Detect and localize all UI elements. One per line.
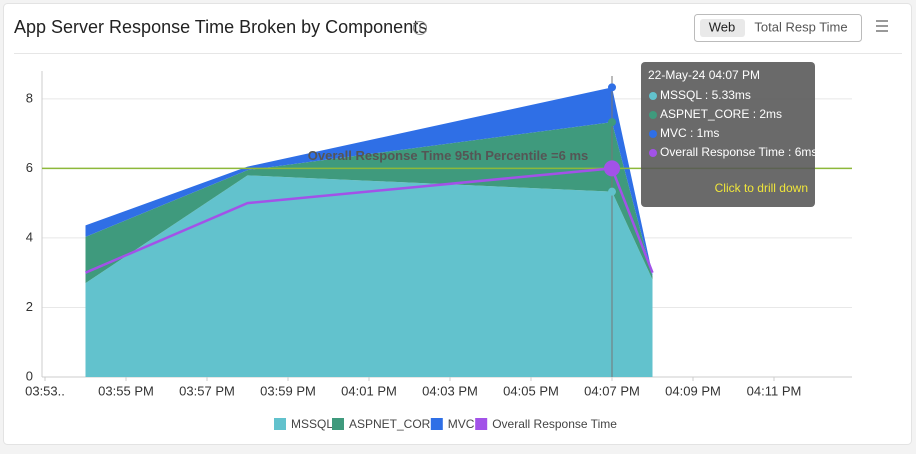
legend-swatch (475, 418, 488, 430)
hover-marker (608, 118, 616, 127)
tooltip-action: Click to drill down (715, 181, 808, 195)
y-tick-label: 8 (26, 90, 33, 105)
tooltip-dot (649, 149, 657, 157)
y-tick-label: 6 (26, 160, 33, 175)
y-tick-label: 2 (26, 299, 33, 314)
tooltip-line: MVC : 1ms (660, 126, 719, 140)
x-tick-label: 04:05 PM (503, 383, 559, 398)
legend-swatch (430, 418, 443, 430)
tooltip-dot (649, 92, 657, 100)
tooltip: 22-May-24 04:07 PM MSSQL : 5.33ms ASPNET_C… (641, 62, 817, 207)
x-tick-label: 04:03 PM (422, 383, 478, 398)
info-icon-i: i (419, 24, 421, 35)
area (85, 87, 653, 277)
hover-marker (608, 83, 616, 92)
y-tick-label: 0 (26, 368, 33, 383)
hover-marker (604, 160, 620, 177)
legend-swatch (274, 418, 286, 430)
tooltip-dot (649, 111, 657, 119)
x-tick-label: 03:55 PM (98, 383, 154, 398)
x-tick-label: 03:53.. (25, 383, 65, 398)
info-icon[interactable] (413, 21, 427, 35)
x-tick-label: 04:07 PM (584, 383, 640, 398)
chart-title: App Server Response Time Broken by Compo… (14, 17, 427, 37)
area (85, 175, 653, 377)
line (85, 167, 654, 274)
x-tick-label: 03:59 PM (260, 383, 316, 398)
legend-label[interactable]: Overall Response Time (492, 417, 617, 431)
tooltip-line: MSSQL : 5.33ms (660, 88, 751, 102)
x-tick-label: 04:01 PM (341, 383, 397, 398)
legend-label[interactable]: MSSQL (291, 417, 333, 431)
tooltip-line: ASPNET_CORE : 2ms (660, 107, 782, 121)
tooltip-box (641, 62, 815, 207)
y-tick-label: 4 (26, 229, 33, 244)
x-tick-label: 03:57 PM (179, 383, 235, 398)
legend-label[interactable]: MVC (448, 417, 475, 431)
legend-swatch (332, 418, 344, 430)
toggle-option[interactable]: Web (709, 19, 736, 34)
toggle-option[interactable]: Total Resp Time (754, 19, 847, 34)
legend-label[interactable]: ASPNET_CORE (349, 417, 438, 431)
tooltip-line: Overall Response Time : 6ms (660, 145, 817, 159)
threshold-label: Overall Response Time 95th Percentile =6… (308, 148, 588, 163)
menu-icon[interactable] (876, 20, 888, 32)
tooltip-title: 22-May-24 04:07 PM (648, 68, 760, 82)
tooltip-dot (649, 130, 657, 138)
toggle-active (700, 19, 745, 37)
x-tick-label: 04:11 PM (747, 383, 802, 398)
hover-marker (608, 187, 616, 196)
x-tick-label: 04:09 PM (665, 383, 721, 398)
area (85, 122, 653, 284)
